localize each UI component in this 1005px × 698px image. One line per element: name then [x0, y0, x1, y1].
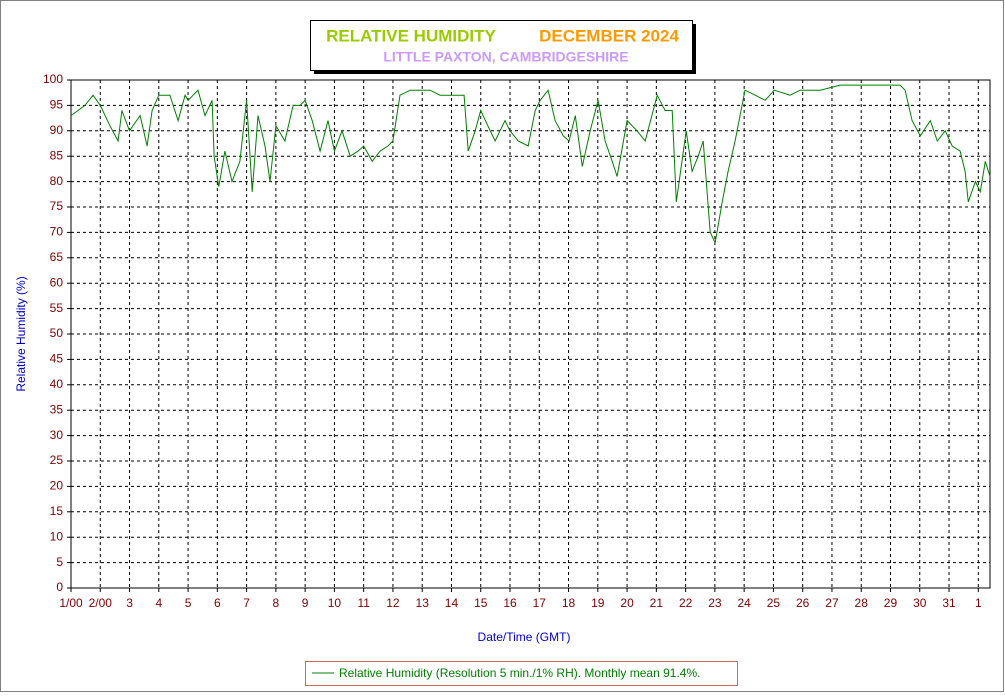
x-tick-label: 24	[737, 596, 751, 610]
y-tick-label: 95	[50, 98, 64, 112]
x-tick-label: 30	[913, 596, 927, 610]
x-tick-label: 18	[562, 596, 576, 610]
y-tick-label: 30	[50, 428, 64, 442]
x-tick-label: 26	[796, 596, 810, 610]
x-tick-label: 19	[591, 596, 605, 610]
x-tick-label: 16	[503, 596, 517, 610]
x-tick-label: 29	[884, 596, 898, 610]
x-tick-label: 27	[825, 596, 839, 610]
y-tick-label: 25	[50, 453, 64, 467]
y-tick-label: 45	[50, 352, 64, 366]
y-tick-label: 65	[50, 250, 64, 264]
x-tick-label: 6	[214, 596, 221, 610]
x-tick-label: 4	[155, 596, 162, 610]
y-axis-label: Relative Humidity (%)	[14, 276, 28, 391]
x-tick-label: 13	[416, 596, 430, 610]
x-tick-label: 21	[650, 596, 664, 610]
x-tick-label: 3	[126, 596, 133, 610]
x-tick-label: 17	[533, 596, 547, 610]
title-box	[310, 20, 693, 71]
y-tick-label: 100	[43, 72, 63, 86]
legend-label: Relative Humidity (Resolution 5 min./1% …	[339, 666, 700, 680]
x-tick-label: 10	[328, 596, 342, 610]
y-tick-label: 75	[50, 199, 64, 213]
x-tick-label: 8	[273, 596, 280, 610]
y-tick-label: 80	[50, 174, 64, 188]
x-axis-label: Date/Time (GMT)	[478, 630, 571, 644]
y-tick-label: 15	[50, 504, 64, 518]
x-tick-label: 9	[302, 596, 309, 610]
plot-area	[71, 80, 990, 588]
x-tick-label: 1	[975, 596, 982, 610]
y-tick-label: 55	[50, 301, 64, 315]
x-tick-label: 23	[708, 596, 722, 610]
x-tick-label: 15	[474, 596, 488, 610]
x-tick-label: 25	[767, 596, 781, 610]
x-tick-label: 14	[445, 596, 459, 610]
x-tick-label: 31	[942, 596, 956, 610]
x-tick-label: 1/00	[59, 596, 83, 610]
y-tick-label: 90	[50, 123, 64, 137]
y-tick-label: 0	[56, 580, 63, 594]
x-tick-label: 11	[357, 596, 370, 610]
legend-box	[305, 661, 738, 686]
y-tick-label: 50	[50, 326, 64, 340]
y-tick-label: 20	[50, 479, 64, 493]
y-tick-label: 60	[50, 275, 64, 289]
x-tick-label: 22	[679, 596, 693, 610]
x-tick-label: 7	[243, 596, 250, 610]
x-tick-label: 12	[386, 596, 400, 610]
y-tick-label: 40	[50, 377, 64, 391]
plot-frame	[70, 79, 991, 589]
x-tick-label: 5	[185, 596, 192, 610]
data-line	[70, 84, 991, 245]
x-tick-label: 2/00	[89, 596, 113, 610]
chart-subtitle: LITTLE PAXTON, CAMBRIDGESHIRE	[383, 49, 628, 65]
y-tick-label: 35	[50, 402, 64, 416]
x-tick-label: 28	[855, 596, 869, 610]
x-tick-label: 20	[620, 596, 634, 610]
y-tick-label: 70	[50, 225, 64, 239]
y-tick-label: 10	[50, 529, 64, 543]
y-tick-label: 5	[56, 555, 63, 569]
chart-title-period: DECEMBER 2024	[539, 26, 679, 45]
y-tick-label: 85	[50, 148, 64, 162]
chart-title: RELATIVE HUMIDITY	[326, 26, 496, 45]
